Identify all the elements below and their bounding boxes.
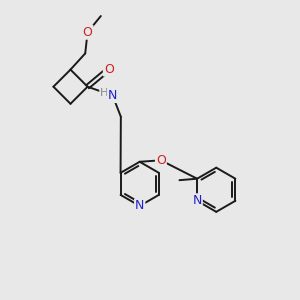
Text: O: O — [104, 62, 114, 76]
Text: N: N — [135, 200, 144, 212]
Text: O: O — [82, 26, 92, 39]
Text: O: O — [156, 154, 166, 167]
Text: H: H — [100, 88, 109, 98]
Text: N: N — [192, 194, 202, 207]
Text: N: N — [108, 89, 117, 102]
